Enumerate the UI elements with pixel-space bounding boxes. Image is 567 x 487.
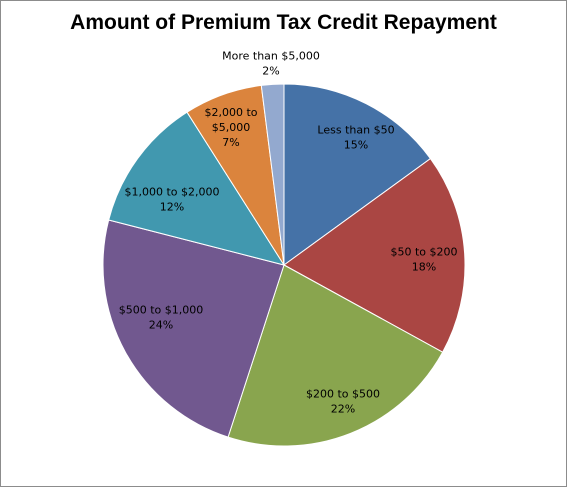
slice-label-0: Less than $50 15% (317, 124, 394, 152)
pie-slice-4 (108, 111, 286, 266)
slice-percent-6: 2% (262, 65, 279, 78)
slice-category-2: $200 to $500 (306, 388, 380, 401)
slice-category-3: $500 to $1,000 (119, 304, 204, 317)
pie-slice-2 (227, 264, 444, 447)
pie-slice-6 (260, 83, 285, 266)
slice-percent-3: 24% (149, 319, 173, 332)
chart-title: Amount of Premium Tax Credit Repayment (70, 11, 497, 34)
slice-category-6: More than $5,000 (222, 50, 320, 63)
slice-label-2: $200 to $500 22% (306, 388, 380, 416)
slice-percent-2: 22% (331, 403, 355, 416)
slice-label-3: $500 to $1,000 24% (119, 304, 204, 332)
slice-category-5: $2,000 to (204, 106, 257, 119)
slice-percent-5: 7% (222, 136, 239, 149)
slice-category-1: $50 to $200 (390, 246, 457, 259)
pie-slice-1 (283, 157, 466, 353)
slice-category-5: $5,000 (212, 121, 251, 134)
slice-label-5: $2,000 to $5,000 7% (204, 106, 257, 149)
slice-category-4: $1,000 to $2,000 (124, 186, 219, 199)
pie-slice-3 (102, 219, 285, 438)
slice-percent-4: 12% (160, 201, 184, 214)
slice-percent-0: 15% (344, 139, 368, 152)
slice-percent-1: 18% (412, 261, 436, 274)
slice-label-4: $1,000 to $2,000 12% (124, 186, 219, 214)
slice-category-0: Less than $50 (317, 124, 394, 137)
slice-label-6: More than $5,000 2% (222, 50, 320, 78)
slice-label-1: $50 to $200 18% (390, 246, 457, 274)
pie-slice-0 (283, 83, 432, 266)
